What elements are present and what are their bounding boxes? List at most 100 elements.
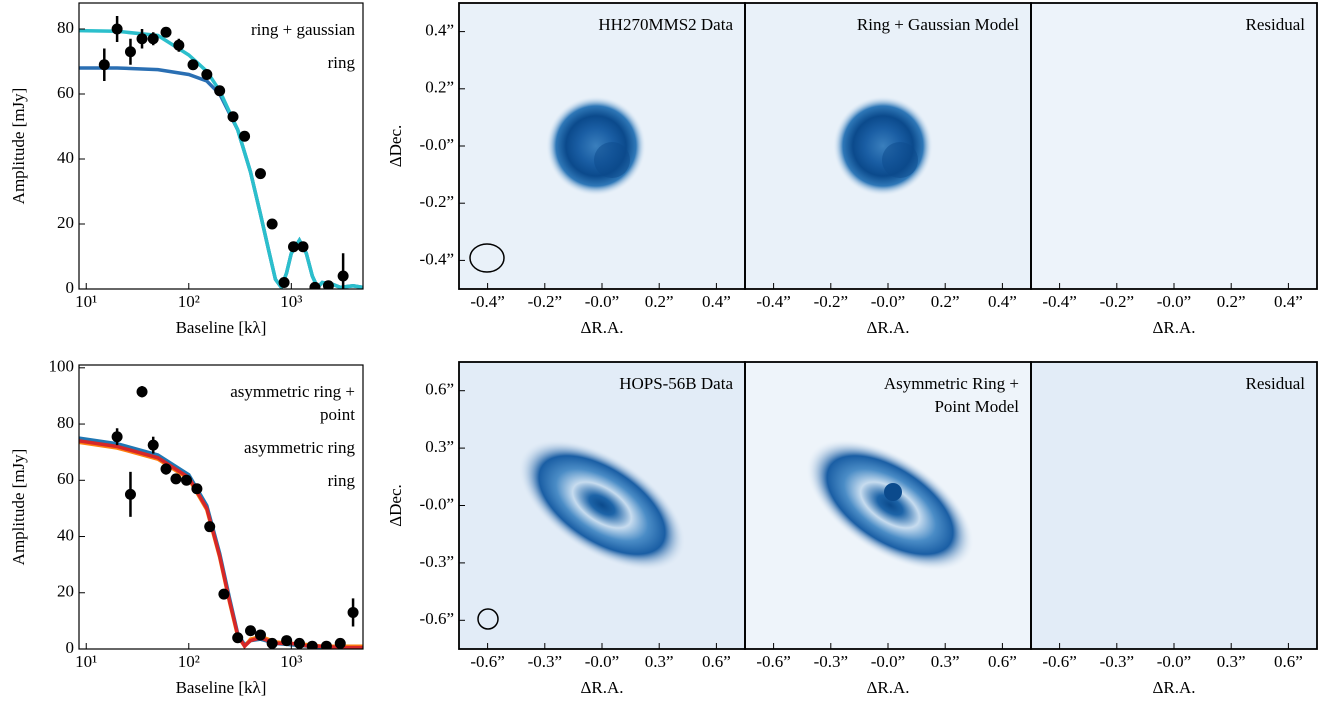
data-point bbox=[239, 130, 251, 142]
x-tick-label: 0.3” bbox=[1217, 652, 1246, 671]
image-content bbox=[459, 3, 1317, 649]
data-point bbox=[147, 33, 159, 45]
data-point bbox=[111, 23, 123, 35]
data-point bbox=[347, 606, 359, 618]
data-point bbox=[187, 59, 199, 71]
y-tick-label: 0 bbox=[66, 278, 75, 297]
x-tick-label: -0.0” bbox=[585, 292, 619, 311]
data-point bbox=[147, 439, 159, 451]
x-tick-label: 0.4” bbox=[988, 292, 1017, 311]
data-point bbox=[322, 280, 334, 289]
data-point bbox=[320, 640, 332, 649]
data-point bbox=[191, 483, 203, 495]
x-tick-label: 10¹ bbox=[75, 652, 97, 671]
x-tick-label: 0.2” bbox=[1217, 292, 1246, 311]
x-tick-label: -0.4” bbox=[756, 292, 790, 311]
x-tick-label: -0.2” bbox=[1100, 292, 1134, 311]
data-point bbox=[170, 473, 182, 485]
data-point bbox=[124, 46, 136, 58]
data-point bbox=[98, 59, 110, 71]
y-axis-label: ΔDec. bbox=[386, 484, 405, 527]
y-tick-label: 40 bbox=[57, 525, 74, 544]
y-tick-label: 60 bbox=[57, 83, 74, 102]
data-point bbox=[204, 521, 216, 533]
x-tick-label: 0.2” bbox=[645, 292, 674, 311]
data-point bbox=[297, 241, 309, 253]
y-tick-label: -0.3” bbox=[420, 552, 454, 571]
data-point bbox=[160, 463, 172, 475]
panel-title: HOPS-56B Data bbox=[619, 374, 733, 393]
x-tick-label: -0.6” bbox=[470, 652, 504, 671]
y-tick-label: 0.4” bbox=[425, 21, 454, 40]
data-point bbox=[227, 111, 239, 123]
x-tick-label: -0.0” bbox=[1157, 652, 1191, 671]
data-point bbox=[173, 39, 185, 51]
legend-label: ring bbox=[328, 471, 356, 490]
x-tick-label: -0.6” bbox=[1042, 652, 1076, 671]
x-tick-label: -0.6” bbox=[756, 652, 790, 671]
x-tick-label: 0.4” bbox=[1274, 292, 1303, 311]
data-point bbox=[266, 637, 278, 649]
x-axis-label: ΔR.A. bbox=[1152, 318, 1195, 337]
x-axis-label: ΔR.A. bbox=[580, 318, 623, 337]
axes-frame bbox=[78, 364, 364, 650]
model-curve bbox=[79, 440, 363, 649]
y-tick-label: 0.3” bbox=[425, 437, 454, 456]
x-tick-label: 0.2” bbox=[931, 292, 960, 311]
data-point bbox=[111, 431, 123, 443]
x-axis-label: ΔR.A. bbox=[1152, 678, 1195, 697]
data-point bbox=[136, 33, 148, 45]
plot-area bbox=[79, 16, 363, 289]
x-tick-label: -0.0” bbox=[871, 292, 905, 311]
x-tick-label: 10¹ bbox=[75, 292, 97, 311]
x-tick-label: -0.2” bbox=[528, 292, 562, 311]
x-tick-label: 0.3” bbox=[645, 652, 674, 671]
axes-frame bbox=[78, 2, 364, 290]
y-axis-label: Amplitude [mJy] bbox=[9, 88, 28, 205]
panel-title: Asymmetric Ring + Point Model bbox=[884, 374, 1019, 416]
data-point bbox=[293, 637, 305, 649]
x-tick-label: -0.3” bbox=[528, 652, 562, 671]
x-tick-label: 10² bbox=[178, 652, 200, 671]
data-point bbox=[266, 218, 278, 230]
data-point bbox=[254, 168, 266, 180]
x-tick-label: -0.3” bbox=[814, 652, 848, 671]
data-point bbox=[136, 386, 148, 398]
data-point bbox=[278, 277, 290, 288]
y-tick-label: 60 bbox=[57, 469, 74, 488]
y-tick-label: 40 bbox=[57, 148, 74, 167]
x-tick-label: -0.4” bbox=[1042, 292, 1076, 311]
legend-label: asymmetric ring bbox=[244, 438, 355, 457]
y-tick-label: 80 bbox=[57, 413, 74, 432]
panel-title: Residual bbox=[1246, 15, 1306, 34]
y-tick-label: -0.4” bbox=[420, 249, 454, 268]
y-tick-label: 100 bbox=[49, 357, 75, 376]
x-tick-label: 10² bbox=[178, 292, 200, 311]
y-tick-label: -0.0” bbox=[420, 494, 454, 513]
data-point bbox=[232, 632, 244, 644]
x-tick-label: -0.0” bbox=[1157, 292, 1191, 311]
x-tick-label: -0.4” bbox=[470, 292, 504, 311]
data-point bbox=[218, 588, 230, 600]
data-point bbox=[180, 474, 192, 486]
data-point bbox=[287, 241, 299, 253]
x-axis-label: ΔR.A. bbox=[580, 678, 623, 697]
x-tick-label: -0.2” bbox=[814, 292, 848, 311]
x-tick-label: 0.6” bbox=[702, 652, 731, 671]
x-axis-label: ΔR.A. bbox=[866, 318, 909, 337]
x-axis-label: Baseline [kλ] bbox=[176, 678, 267, 697]
data-point bbox=[201, 69, 213, 80]
y-tick-label: 80 bbox=[57, 18, 74, 37]
model-curve bbox=[79, 66, 363, 289]
x-axis-label: ΔR.A. bbox=[866, 678, 909, 697]
legend-label: ring + gaussian bbox=[251, 20, 356, 39]
y-tick-label: 0.6” bbox=[425, 380, 454, 399]
y-tick-label: -0.6” bbox=[420, 609, 454, 628]
legend-label: asymmetric ring + point bbox=[230, 382, 355, 424]
x-tick-label: -0.0” bbox=[585, 652, 619, 671]
y-tick-label: 0.2” bbox=[425, 78, 454, 97]
x-tick-label: 0.6” bbox=[988, 652, 1017, 671]
x-axis-label: Baseline [kλ] bbox=[176, 318, 267, 337]
y-tick-label: 20 bbox=[57, 213, 74, 232]
x-tick-label: 0.3” bbox=[931, 652, 960, 671]
